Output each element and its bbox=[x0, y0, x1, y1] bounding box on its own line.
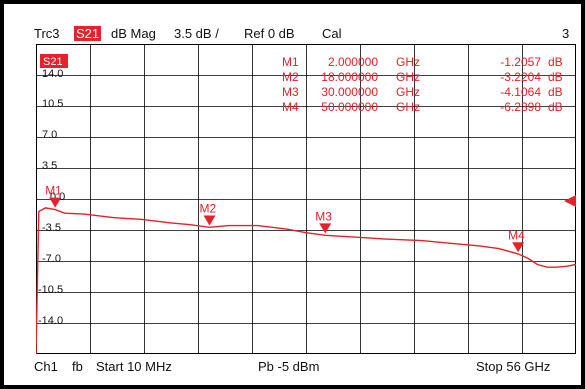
marker-freq: 50.000000 bbox=[321, 100, 378, 114]
marker-label: M4 bbox=[508, 228, 525, 242]
marker-unit: GHz bbox=[396, 70, 420, 84]
reference-label[interactable]: Ref 0 dB bbox=[244, 26, 295, 41]
y-tick-label: 10.5 bbox=[42, 98, 63, 110]
y-tick-label: 7.0 bbox=[42, 129, 57, 141]
marker-label: M1 bbox=[45, 184, 62, 198]
marker-freq: 2.000000 bbox=[328, 55, 378, 69]
y-tick-label: -3.5 bbox=[42, 222, 61, 234]
y-tick-label: -10.5 bbox=[38, 284, 63, 296]
marker-unit: GHz bbox=[396, 55, 420, 69]
y-tick-label: 3.5 bbox=[42, 160, 57, 172]
marker-triangle-icon[interactable] bbox=[512, 242, 525, 253]
marker-name: M2 bbox=[282, 70, 299, 84]
marker-value: -1.2057 bbox=[500, 55, 541, 69]
marker-glyphs: M1 M2 M3 M4 bbox=[45, 184, 525, 253]
plot-grid bbox=[36, 44, 576, 354]
trace-plot[interactable]: S21 14.0 10.5 7.0 3.5 0.0 -3.5 -7.0 -10.… bbox=[36, 44, 576, 354]
channel-label[interactable]: Ch1 bbox=[34, 359, 58, 374]
trace-label[interactable]: Trc3 bbox=[34, 26, 60, 41]
y-tick-label: -14.0 bbox=[38, 315, 63, 327]
y-tick-label: 14.0 bbox=[42, 68, 63, 80]
start-frequency[interactable]: Start 10 MHz bbox=[96, 359, 172, 374]
source-power[interactable]: Pb -5 dBm bbox=[258, 359, 320, 374]
marker-vunit: dB bbox=[548, 85, 563, 99]
marker-vunit: dB bbox=[548, 70, 563, 84]
sweep-mode-label: fb bbox=[72, 359, 83, 374]
analyzer-screen: Trc3 S21 dB Mag 3.5 dB / Ref 0 dB Cal 3 … bbox=[4, 4, 581, 385]
cal-status: Cal bbox=[322, 26, 342, 41]
marker-unit: GHz bbox=[396, 100, 420, 114]
scale-label[interactable]: 3.5 dB / bbox=[174, 26, 219, 41]
y-tick-labels: 14.0 10.5 7.0 3.5 0.0 -3.5 -7.0 -10.5 -1… bbox=[38, 68, 65, 327]
trace-number: 3 bbox=[562, 26, 570, 41]
marker-label: M2 bbox=[200, 202, 217, 216]
marker-label: M3 bbox=[315, 209, 332, 223]
marker-name: M3 bbox=[282, 85, 299, 99]
trace-badge-text: S21 bbox=[43, 56, 63, 68]
trace-badge-bg bbox=[40, 54, 68, 68]
marker-freq: 30.000000 bbox=[321, 85, 378, 99]
marker-triangle-icon[interactable] bbox=[203, 215, 216, 226]
marker-unit: GHz bbox=[396, 85, 420, 99]
marker-triangle-icon[interactable] bbox=[49, 197, 62, 208]
marker-freq: 18.000000 bbox=[321, 70, 378, 84]
marker-vunit: dB bbox=[548, 100, 563, 114]
marker-table: M1 2.000000 GHz -1.2057 dB M2 18.000000 … bbox=[282, 55, 563, 114]
marker-value: -4.1064 bbox=[500, 85, 541, 99]
marker-name: M1 bbox=[282, 55, 299, 69]
sparameter-badge[interactable]: S21 bbox=[74, 26, 102, 41]
format-label[interactable]: dB Mag bbox=[111, 26, 156, 41]
plot-frame bbox=[36, 44, 576, 354]
y-tick-label: -7.0 bbox=[42, 253, 61, 265]
marker-value: -3.2204 bbox=[500, 70, 541, 84]
marker-triangle-icon[interactable] bbox=[319, 223, 332, 234]
marker-vunit: dB bbox=[548, 55, 563, 69]
stop-frequency[interactable]: Stop 56 GHz bbox=[476, 359, 551, 374]
marker-name: M4 bbox=[282, 100, 299, 114]
marker-value: -6.2398 bbox=[500, 100, 541, 114]
reference-level-arrow-icon[interactable] bbox=[564, 195, 576, 207]
s21-trace-line bbox=[36, 207, 576, 354]
